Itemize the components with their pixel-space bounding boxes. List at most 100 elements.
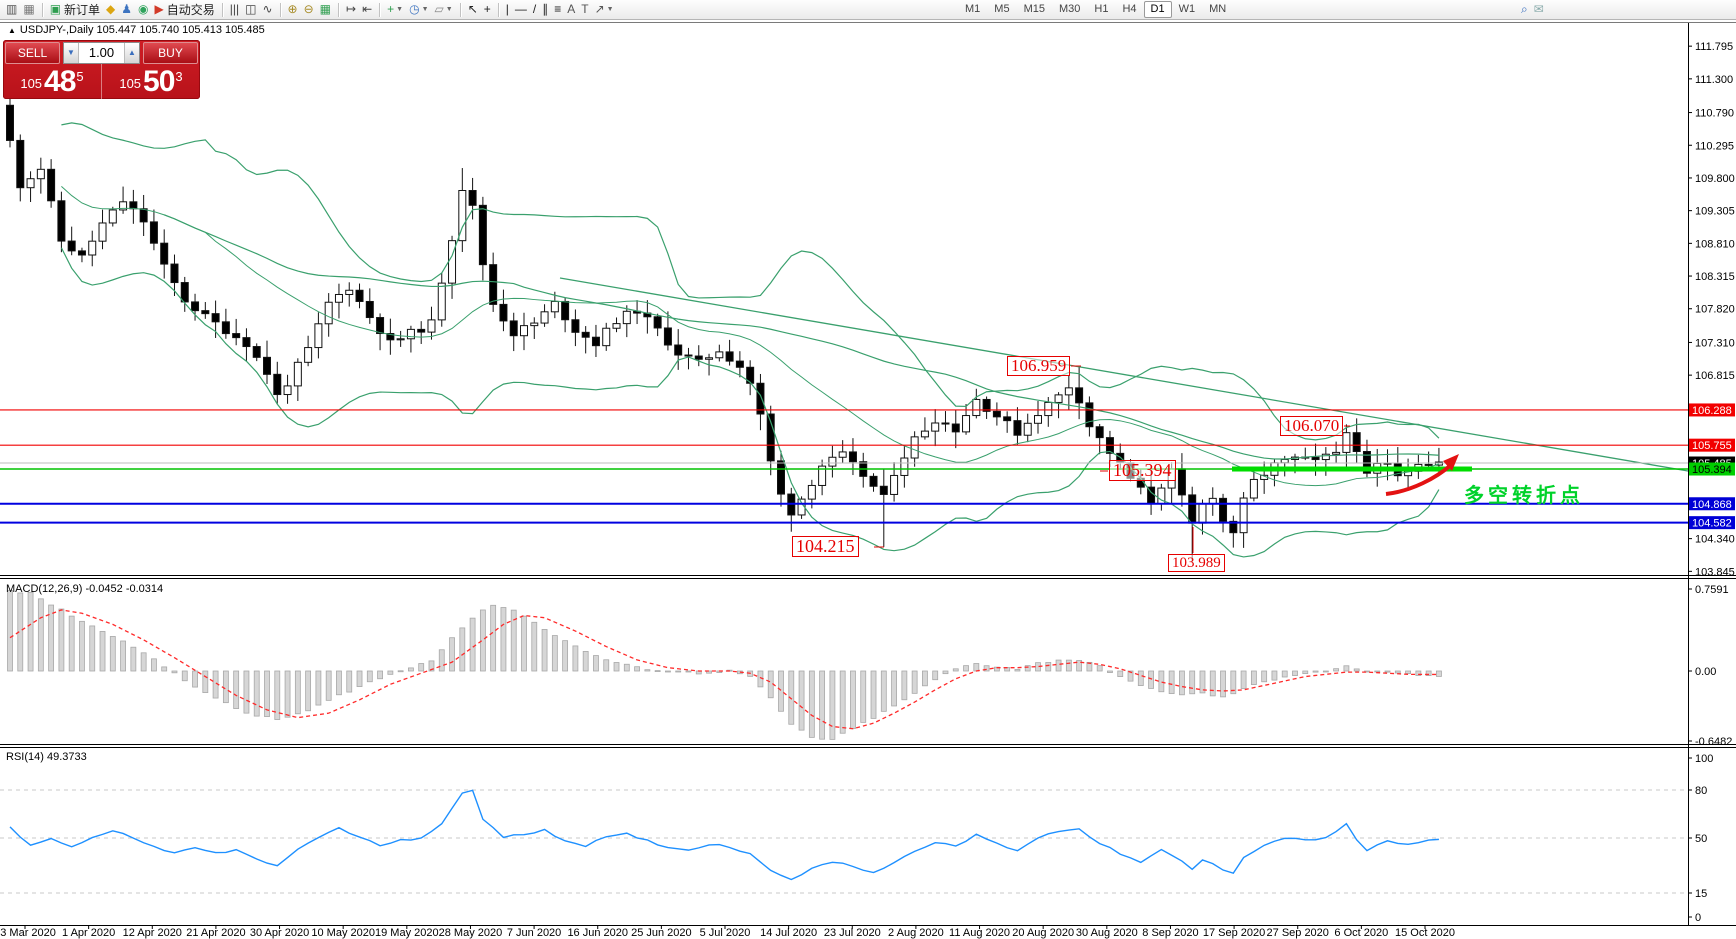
signals-icon: ◉ [138,2,149,16]
search-icon[interactable]: ⌕ [1519,2,1530,18]
price-tick-label: 107.820 [1695,304,1735,316]
price-badge-label: 105.755 [1692,440,1732,452]
new-order-button[interactable]: ▣ 新订单 [48,2,102,18]
charts-panel-icon[interactable]: ▥ [4,2,19,18]
price-tick-label: 110.295 [1695,140,1734,152]
tile-windows-icon: ▦ [319,2,332,16]
zoom-out-icon[interactable]: ⊖ [302,2,316,18]
trendline-icon: / [532,2,537,16]
bollinger-upper-band [61,122,1440,441]
macd-axis-label: -0.6482 [1695,736,1732,748]
trendline-icon[interactable]: / [531,2,538,18]
signals-icon[interactable]: ◉ [136,2,150,18]
line-chart-icon[interactable]: ∿ [260,2,274,18]
sell-button[interactable]: SELL [5,42,60,64]
timeframe-m1[interactable]: M1 [965,3,981,15]
date-tick-label: 6 Oct 2020 [1334,927,1389,939]
timeframe-w1[interactable]: W1 [1178,3,1196,15]
support-segment[interactable] [1232,466,1472,472]
zoom-in-icon[interactable]: ⊕ [286,2,300,18]
metaeditor-icon[interactable]: ♟ [119,2,134,18]
volume-increase-button[interactable]: ▲ [124,43,139,63]
buy-price[interactable]: 105 50 3 [101,64,200,99]
chinese-annotation[interactable]: 多空转折点 [1464,485,1584,507]
sell-price[interactable]: 105 48 5 [3,64,101,99]
sell-price-pip: 5 [76,69,84,84]
rsi-pane[interactable] [0,789,1688,894]
date-tick-label: 25 Jun 2020 [631,927,692,939]
toolbar-separator [338,2,340,17]
one-click-trade-panel: SELL ▼ 1.00 ▲ BUY 105 48 5 105 50 3 [3,40,200,99]
periods-icon[interactable]: ◷ ▼ [407,2,430,18]
templates-icon[interactable]: ▱ ▼ [433,2,455,18]
history-center-icon: ◆ [106,2,116,16]
timeframe-m30[interactable]: M30 [1058,3,1081,15]
chart-shift-icon: ⇤ [362,2,373,16]
price-tick-label: 108.810 [1695,238,1735,250]
buy-button[interactable]: BUY [143,42,198,64]
date-tick-label: 15 Oct 2020 [1395,927,1455,939]
price-tick-label: 103.845 [1695,566,1735,578]
chart-shift-icon[interactable]: ⇤ [360,2,374,18]
periods-icon: ◷ [409,2,420,16]
data-window-icon[interactable]: ▦ [21,2,36,18]
auto-scroll-icon[interactable]: ↦ [344,2,358,18]
date-tick-label: 16 Jun 2020 [567,927,628,939]
indicators-icon[interactable]: + ▼ [385,2,405,18]
date-tick-label: 1 Apr 2020 [62,927,116,939]
price-annotation-106.959[interactable]: 106.959 [1007,356,1071,377]
timeframe-h1[interactable]: H1 [1094,3,1109,15]
rsi-line [9,789,1439,881]
bar-chart-icon[interactable]: ||| [228,2,241,18]
price-badge-label: 104.582 [1692,518,1732,530]
auto-scroll-icon: ↦ [346,2,357,16]
macd-signal-line [9,609,1439,730]
dropdown-arrow-icon: ▼ [606,6,614,13]
volume-input[interactable]: 1.00 [88,45,115,60]
new-order-icon: ▣ [49,2,62,16]
history-center-icon[interactable]: ◆ [104,2,117,18]
toolbar-separator [497,2,499,17]
text-label-icon[interactable]: T [579,2,590,18]
channel-icon[interactable]: ∥ [540,2,550,18]
candlestick-chart-icon[interactable]: ◫ [243,2,258,18]
timeframe-h4[interactable]: H4 [1122,3,1137,15]
dropdown-arrow-icon: ▼ [445,6,453,13]
date-tick-label: 28 May 2020 [438,927,503,939]
cursor-icon[interactable]: ↖ [466,2,480,18]
date-tick-label: 27 Sep 2020 [1266,927,1329,939]
horizontal-line-icon[interactable]: — [513,2,529,18]
vertical-line-icon: | [505,2,509,16]
zoom-in-icon: ⊕ [287,2,298,16]
symbol-marker-icon: ▲ [8,26,16,35]
text-icon[interactable]: A [565,2,577,18]
fibonacci-icon[interactable]: ≡ [552,2,563,18]
descending-trendline[interactable] [559,277,1688,472]
chat-icon[interactable]: ✉ [1532,2,1546,18]
arrows-icon[interactable]: ↗ ▼ [593,2,616,18]
timeframe-d1[interactable]: D1 [1143,1,1172,18]
tile-windows-icon[interactable]: ▦ [318,2,333,18]
crosshair-icon[interactable]: + [482,2,493,18]
timeframe-mn[interactable]: MN [1209,3,1227,15]
timeframe-m5[interactable]: M5 [994,3,1010,15]
price-badge [1689,438,1735,452]
main-price-pane[interactable] [6,47,1689,562]
price-annotation-105.394[interactable]: 105.394 [1109,460,1176,482]
price-annotation-103.989[interactable]: 103.989 [1168,554,1225,573]
candlesticks [6,47,1443,562]
macd-pane[interactable] [7,590,1442,740]
auto-trading-button[interactable]: ▶ 自动交易 [153,2,217,18]
trend-arrow[interactable] [1385,463,1453,496]
toolbar-separator [459,2,461,17]
vertical-line-icon[interactable]: | [504,2,511,18]
rsi-axis-label: 80 [1695,785,1707,797]
price-annotation-106.070[interactable]: 106.070 [1280,416,1344,437]
templates-icon: ▱ [434,2,444,16]
volume-decrease-button[interactable]: ▼ [64,43,79,63]
date-tick-label: 12 Apr 2020 [122,927,182,939]
timeframe-m15[interactable]: M15 [1023,3,1045,15]
price-annotation-104.215[interactable]: 104.215 [792,536,859,558]
